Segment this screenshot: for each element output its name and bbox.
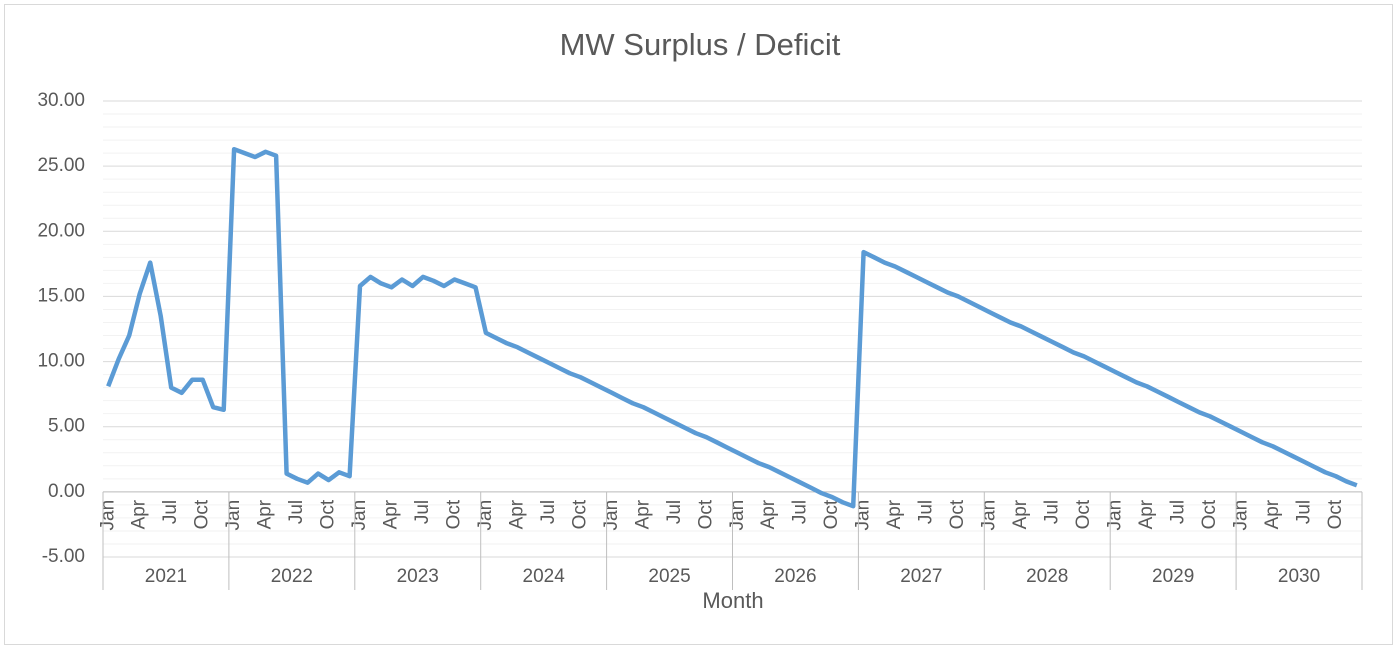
y-tick-label: 20.00 — [37, 220, 85, 241]
x-tick-label: Jul — [916, 500, 937, 524]
x-tick-label: Jan — [223, 500, 244, 531]
x-tick-label: Jan — [979, 500, 1000, 531]
x-tick-label: Apr — [1010, 499, 1031, 529]
x-tick-label: Apr — [884, 499, 905, 529]
x-tick-label: Apr — [1262, 499, 1283, 529]
x-tick-label: Jul — [160, 500, 181, 524]
x-tick-label: Jul — [538, 500, 559, 524]
x-tick-label: Apr — [381, 499, 402, 529]
y-tick-label: 0.00 — [48, 481, 85, 502]
x-tick-label: Jan — [349, 500, 370, 531]
x-tick-label: Jul — [1167, 500, 1188, 524]
x-tick-label: Oct — [947, 499, 968, 529]
series-line — [106, 146, 1358, 509]
x-group-label: 2027 — [900, 566, 942, 587]
x-tick-label: Oct — [318, 499, 339, 529]
x-tick-label: Jul — [1293, 500, 1314, 524]
x-tick-label: Jul — [1042, 500, 1063, 524]
y-tick-label: 15.00 — [37, 285, 85, 306]
x-tick-label: Oct — [1199, 499, 1220, 529]
x-tick-label: Apr — [129, 499, 150, 529]
x-group-label: 2021 — [145, 566, 187, 587]
y-tick-label: 5.00 — [48, 416, 85, 437]
x-tick-label: Apr — [1136, 499, 1157, 529]
chart-title: MW Surplus / Deficit — [560, 27, 841, 62]
chart-border — [4, 4, 1393, 645]
x-group-label: 2024 — [523, 566, 566, 587]
x-tick-label: Jul — [664, 500, 685, 524]
x-tick-label: Jul — [790, 500, 811, 524]
x-tick-label: Jan — [475, 500, 496, 531]
x-tick-label: Oct — [695, 499, 716, 529]
x-tick-label: Oct — [569, 499, 590, 529]
x-tick-label: Jan — [1104, 500, 1125, 531]
x-tick-label: Apr — [758, 499, 779, 529]
x-tick-label: Jan — [727, 500, 748, 531]
x-tick-label: Oct — [443, 499, 464, 529]
x-tick-label: Jan — [1230, 500, 1251, 531]
x-tick-label: Oct — [1325, 499, 1346, 529]
x-group-label: 2023 — [397, 566, 439, 587]
x-tick-label: Oct — [192, 499, 213, 529]
x-group-label: 2026 — [774, 566, 816, 587]
y-tick-label: -5.00 — [42, 546, 85, 567]
x-tick-label: Apr — [255, 499, 276, 529]
x-tick-label: Oct — [1073, 499, 1094, 529]
x-group-label: 2029 — [1152, 566, 1194, 587]
y-tick-label: 30.00 — [37, 90, 85, 111]
x-tick-label: Apr — [632, 499, 653, 529]
x-tick-label: Jul — [286, 500, 307, 524]
x-group-label: 2022 — [271, 566, 313, 587]
x-tick-label: Jul — [412, 500, 433, 524]
x-tick-label: Oct — [821, 499, 842, 529]
x-axis-label: Month — [702, 588, 763, 613]
x-tick-label: Jan — [601, 500, 622, 531]
x-group-label: 2028 — [1026, 566, 1068, 587]
y-tick-label: 25.00 — [37, 155, 85, 176]
x-tick-label: Apr — [506, 499, 527, 529]
x-group-label: 2025 — [648, 566, 690, 587]
y-tick-label: 10.00 — [37, 351, 85, 372]
x-tick-label: Jan — [97, 500, 118, 531]
x-tick-label: Jan — [853, 500, 874, 531]
x-group-label: 2030 — [1278, 566, 1320, 587]
